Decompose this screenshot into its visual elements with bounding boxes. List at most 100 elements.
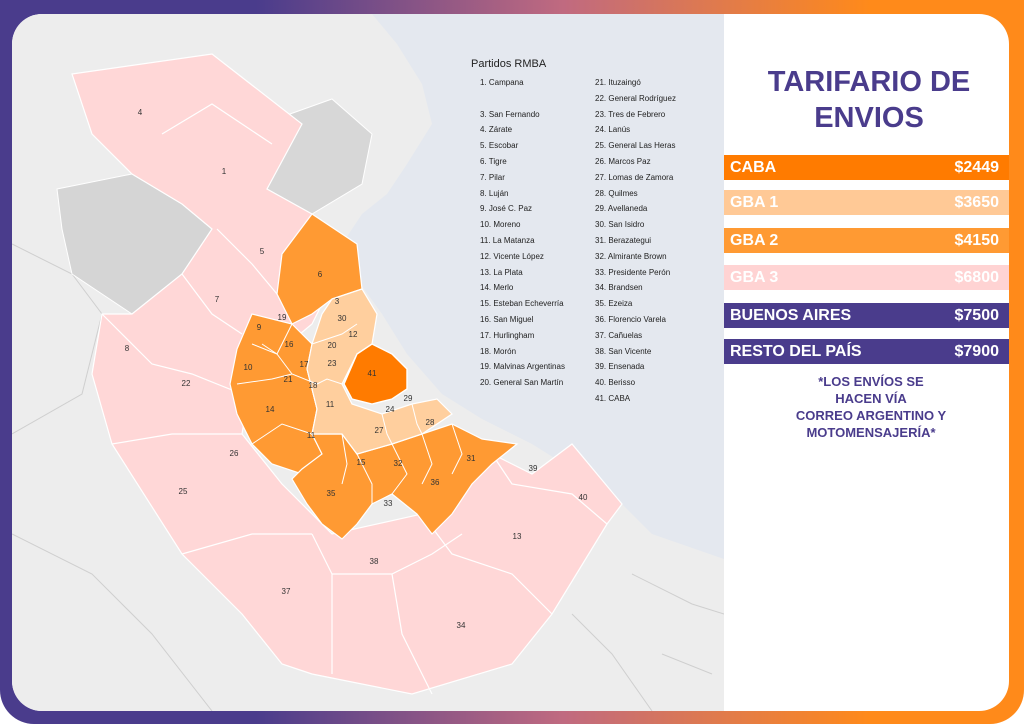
rate-price: $4150 bbox=[954, 232, 1000, 249]
partido-number-label: 22 bbox=[182, 379, 191, 388]
partido-number-label: 14 bbox=[266, 405, 275, 414]
gba2-north bbox=[276, 213, 363, 325]
inner-lines bbox=[236, 323, 463, 504]
legend-item: 24. Lanús bbox=[595, 125, 631, 135]
legend-item: 15. Esteban Echeverría bbox=[480, 299, 564, 309]
rate-price: $7900 bbox=[954, 343, 1000, 360]
partido-number-label: 4 bbox=[138, 108, 143, 117]
partido-number-label: 6 bbox=[318, 270, 323, 279]
legend-item: 26. Marcos Paz bbox=[595, 157, 651, 166]
legend-item: 23. Tres de Febrero bbox=[595, 109, 666, 119]
legend-item: 14. Merlo bbox=[480, 283, 514, 293]
legend-item: 32. Almirante Brown bbox=[595, 251, 667, 261]
rate-zone-label: CABA bbox=[730, 159, 777, 176]
rate-row: BUENOS AIRES $7500 bbox=[724, 303, 1009, 328]
legend-item: 11. La Matanza bbox=[480, 236, 535, 245]
rate-price: $7500 bbox=[954, 307, 1000, 324]
partido-number-label: 23 bbox=[328, 359, 337, 368]
rate-row: GBA 2 $4150 bbox=[724, 228, 1009, 253]
legend-item: 30. San Isidro bbox=[595, 220, 645, 230]
gba3-internal-lines bbox=[101, 103, 608, 695]
rate-row: GBA 3 $6800 bbox=[724, 265, 1009, 290]
partido-number-label: 35 bbox=[327, 489, 336, 498]
partido-number-label: 18 bbox=[309, 381, 318, 390]
partido-number-label: 28 bbox=[426, 418, 435, 427]
partido-number-label: 5 bbox=[260, 247, 265, 256]
legend-item: 39. Ensenada bbox=[595, 362, 645, 372]
legend-item: 35. Ezeiza bbox=[595, 299, 633, 309]
partido-number-label: 15 bbox=[357, 458, 366, 467]
legend-item: 13. La Plata bbox=[480, 267, 523, 277]
legend-item: 28. Quilmes bbox=[595, 188, 638, 198]
partido-number-label: 41 bbox=[368, 369, 377, 378]
rate-price: $6800 bbox=[954, 269, 1000, 286]
legend-item: 17. Hurlingham bbox=[480, 330, 535, 340]
partido-number-label: 12 bbox=[349, 330, 358, 339]
note-line-4: MOTOMENSAJERÍA* bbox=[806, 425, 936, 440]
legend-item: 7. Pilar bbox=[480, 172, 505, 182]
rate-zone-label: RESTO DEL PAÍS bbox=[730, 343, 862, 360]
legend-item: 5. Escobar bbox=[480, 141, 519, 151]
legend-item: 4. Zárate bbox=[480, 125, 513, 135]
region-caba bbox=[343, 343, 408, 405]
legend-item: 41. CABA bbox=[595, 394, 631, 403]
legend-item: 12. Vicente López bbox=[480, 251, 544, 261]
rate-row: CABA $2449 bbox=[724, 155, 1009, 180]
partido-number-label: 27 bbox=[375, 426, 384, 435]
rate-price: $2449 bbox=[954, 159, 1000, 176]
legend-item: 3. San Fernando bbox=[480, 109, 540, 119]
legend-item: 9. José C. Paz bbox=[480, 204, 533, 214]
legend-item: 21. Ituzaingó bbox=[595, 78, 641, 87]
legend-item: 40. Berisso bbox=[595, 378, 636, 388]
rate-row: GBA 1 $3650 bbox=[724, 190, 1009, 215]
legend-item: 22. General Rodríguez bbox=[595, 93, 676, 103]
legend-item: 16. San Miguel bbox=[480, 315, 534, 324]
partido-number-label: 26 bbox=[230, 449, 239, 458]
partido-number-label: 16 bbox=[285, 340, 294, 349]
note-line-3: CORREO ARGENTINO Y bbox=[795, 408, 947, 423]
partido-number-label: 20 bbox=[328, 341, 337, 350]
partido-number-label: 9 bbox=[257, 323, 262, 332]
rate-zone-label: GBA 3 bbox=[730, 269, 779, 286]
partido-number-label: 8 bbox=[125, 344, 130, 353]
legend-item: 36. Florencio Varela bbox=[595, 315, 666, 324]
partido-number-label: 31 bbox=[467, 454, 476, 463]
partido-number-label: 1 bbox=[222, 167, 227, 176]
partido-number-label: 24 bbox=[386, 405, 395, 414]
shipping-note: *LOS ENVÍOS SE HACEN VÍA CORREO ARGENTIN… bbox=[724, 373, 1009, 441]
partido-number-label: 40 bbox=[579, 493, 588, 502]
legend-item: 27. Lomas de Zamora bbox=[595, 172, 674, 182]
legend-item: 1. Campana bbox=[480, 78, 524, 87]
legend-item: 34. Brandsen bbox=[595, 283, 643, 293]
note-line-2: HACEN VÍA bbox=[835, 391, 907, 406]
partido-number-label: 34 bbox=[457, 621, 466, 630]
legend-item: 33. Presidente Perón bbox=[595, 267, 671, 277]
partido-number-label: 21 bbox=[284, 375, 293, 384]
legend-item: 25. General Las Heras bbox=[595, 141, 676, 151]
partido-number-label: 13 bbox=[513, 532, 522, 541]
legend-title: Partidos RMBA bbox=[471, 58, 547, 70]
legend-item: 10. Moreno bbox=[480, 220, 521, 230]
partido-number-label: 25 bbox=[179, 487, 188, 496]
legend-item: 6. Tigre bbox=[480, 157, 507, 166]
title-line-2: ENVIOS bbox=[814, 102, 924, 134]
tarifario-panel: TARIFARIO DE ENVIOS CABA $2449 GBA 1 $3650 G… bbox=[724, 14, 1009, 711]
legend-item: 8. Luján bbox=[480, 188, 509, 198]
river-water bbox=[342, 14, 724, 559]
partido-number-label: 33 bbox=[384, 499, 393, 508]
title-line-1: TARIFARIO DE bbox=[767, 66, 971, 98]
partido-number-label: 11 bbox=[326, 400, 335, 409]
partido-number-label: 37 bbox=[282, 587, 291, 596]
partido-number-label: 17 bbox=[300, 360, 309, 369]
rate-price: $3650 bbox=[954, 194, 1000, 211]
legend-item: 37. Cañuelas bbox=[595, 330, 643, 340]
partido-number-label: 38 bbox=[370, 557, 379, 566]
legend-item: 31. Berazategui bbox=[595, 236, 652, 245]
note-line-1: *LOS ENVÍOS SE bbox=[818, 374, 924, 389]
rate-zone-label: GBA 1 bbox=[730, 194, 779, 211]
tarifario-title: TARIFARIO DE ENVIOS bbox=[724, 64, 1009, 136]
partido-number-label: 10 bbox=[244, 363, 253, 372]
partido-number-label: 7 bbox=[215, 295, 220, 304]
